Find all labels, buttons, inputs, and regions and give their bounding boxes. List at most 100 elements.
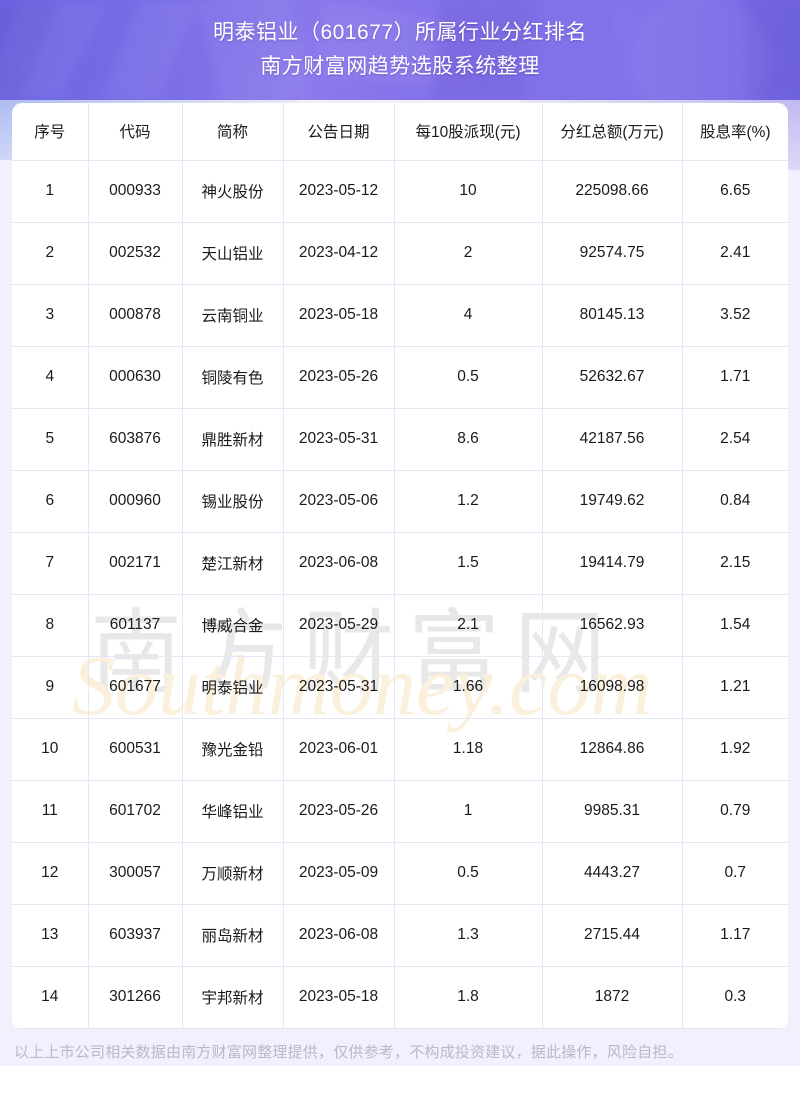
cell-total-dividend: 92574.75 [542, 222, 683, 285]
cell-code: 603937 [88, 904, 183, 967]
column-header-total: 分红总额(万元) [542, 103, 683, 161]
cell-per10-dividend: 4 [394, 284, 543, 347]
cell-dividend-yield: 0.3 [682, 966, 788, 1029]
cell-code: 002532 [88, 222, 183, 285]
cell-per10-dividend: 0.5 [394, 842, 543, 905]
cell-name: 博威合金 [182, 594, 284, 657]
cell-code: 000960 [88, 470, 183, 533]
cell-dividend-yield: 1.71 [682, 346, 788, 409]
cell-dividend-yield: 1.21 [682, 656, 788, 719]
cell-code: 002171 [88, 532, 183, 595]
page-subtitle: 南方财富网趋势选股系统整理 [260, 55, 540, 78]
table-row: 9 601677 明泰铝业 2023-05-31 1.66 16098.98 1.21 [12, 656, 788, 719]
cell-total-dividend: 1872 [542, 966, 683, 1029]
cell-index: 8 [12, 594, 89, 657]
header-banner: 明泰铝业（601677）所属行业分红排名 南方财富网趋势选股系统整理 [0, 0, 800, 100]
cell-dividend-yield: 2.41 [682, 222, 788, 285]
cell-per10-dividend: 1.18 [394, 718, 543, 781]
banner-title-group: 明泰铝业（601677）所属行业分红排名 南方财富网趋势选股系统整理 [0, 0, 800, 100]
cell-name: 天山铝业 [182, 222, 284, 285]
table-row: 1 000933 神火股份 2023-05-12 10 225098.66 6.65 [12, 160, 788, 223]
column-header-yield: 股息率(%) [682, 103, 788, 161]
page-title: 明泰铝业（601677）所属行业分红排名 [212, 21, 588, 44]
cell-total-dividend: 225098.66 [542, 160, 683, 223]
cell-per10-dividend: 1.66 [394, 656, 543, 719]
cell-index: 14 [12, 966, 89, 1029]
cell-dividend-yield: 0.79 [682, 780, 788, 843]
table-row: 11 601702 华峰铝业 2023-05-26 1 9985.31 0.79 [12, 780, 788, 843]
cell-code: 000878 [88, 284, 183, 347]
cell-code: 603876 [88, 408, 183, 471]
cell-total-dividend: 80145.13 [542, 284, 683, 347]
cell-dividend-yield: 1.54 [682, 594, 788, 657]
cell-total-dividend: 2715.44 [542, 904, 683, 967]
cell-name: 丽岛新材 [182, 904, 284, 967]
cell-index: 6 [12, 470, 89, 533]
cell-total-dividend: 19749.62 [542, 470, 683, 533]
cell-dividend-yield: 3.52 [682, 284, 788, 347]
cell-index: 5 [12, 408, 89, 471]
cell-date: 2023-05-18 [283, 966, 395, 1029]
column-header-code: 代码 [88, 103, 183, 161]
cell-date: 2023-04-12 [283, 222, 395, 285]
cell-code: 000630 [88, 346, 183, 409]
cell-date: 2023-05-09 [283, 842, 395, 905]
cell-date: 2023-05-26 [283, 780, 395, 843]
table-row: 3 000878 云南铜业 2023-05-18 4 80145.13 3.52 [12, 284, 788, 347]
cell-name: 云南铜业 [182, 284, 284, 347]
cell-index: 1 [12, 160, 89, 223]
cell-code: 000933 [88, 160, 183, 223]
cell-code: 300057 [88, 842, 183, 905]
table-header: 序号 代码 简称 公告日期 每10股派现(元) 分红总额(万元) 股息率(%) [12, 103, 788, 161]
cell-total-dividend: 19414.79 [542, 532, 683, 595]
column-header-index: 序号 [12, 103, 89, 161]
cell-code: 301266 [88, 966, 183, 1029]
cell-per10-dividend: 1.8 [394, 966, 543, 1029]
cell-dividend-yield: 6.65 [682, 160, 788, 223]
cell-total-dividend: 16562.93 [542, 594, 683, 657]
cell-index: 4 [12, 346, 89, 409]
cell-date: 2023-05-06 [283, 470, 395, 533]
table-row: 6 000960 锡业股份 2023-05-06 1.2 19749.62 0.84 [12, 470, 788, 533]
cell-dividend-yield: 1.17 [682, 904, 788, 967]
cell-index: 3 [12, 284, 89, 347]
cell-dividend-yield: 0.7 [682, 842, 788, 905]
cell-name: 豫光金铅 [182, 718, 284, 781]
table-row: 10 600531 豫光金铅 2023-06-01 1.18 12864.86 1.92 [12, 718, 788, 781]
cell-per10-dividend: 8.6 [394, 408, 543, 471]
table-row: 5 603876 鼎胜新材 2023-05-31 8.6 42187.56 2.54 [12, 408, 788, 471]
disclaimer-text: 以上上市公司相关数据由南方财富网整理提供，仅供参考，不构成投资建议，据此操作，风… [14, 1043, 683, 1061]
cell-name: 锡业股份 [182, 470, 284, 533]
column-header-name: 简称 [182, 103, 284, 161]
cell-total-dividend: 16098.98 [542, 656, 683, 719]
cell-dividend-yield: 0.84 [682, 470, 788, 533]
cell-date: 2023-05-26 [283, 346, 395, 409]
cell-code: 601677 [88, 656, 183, 719]
cell-name: 万顺新材 [182, 842, 284, 905]
cell-index: 7 [12, 532, 89, 595]
cell-code: 601702 [88, 780, 183, 843]
table-row: 14 301266 宇邦新材 2023-05-18 1.8 1872 0.3 [12, 966, 788, 1029]
cell-total-dividend: 4443.27 [542, 842, 683, 905]
table-row: 7 002171 楚江新材 2023-06-08 1.5 19414.79 2.15 [12, 532, 788, 595]
cell-index: 2 [12, 222, 89, 285]
table-row: 4 000630 铜陵有色 2023-05-26 0.5 52632.67 1.71 [12, 346, 788, 409]
cell-per10-dividend: 2.1 [394, 594, 543, 657]
table-row: 13 603937 丽岛新材 2023-06-08 1.3 2715.44 1.17 [12, 904, 788, 967]
cell-index: 9 [12, 656, 89, 719]
cell-per10-dividend: 1.5 [394, 532, 543, 595]
cell-per10-dividend: 2 [394, 222, 543, 285]
dividend-ranking-card: 南方财富网 Southmoney.com 序号 代码 简称 公告日期 每10股派… [12, 103, 788, 1029]
cell-dividend-yield: 1.92 [682, 718, 788, 781]
cell-date: 2023-05-31 [283, 408, 395, 471]
cell-per10-dividend: 10 [394, 160, 543, 223]
cell-name: 明泰铝业 [182, 656, 284, 719]
cell-date: 2023-05-18 [283, 284, 395, 347]
cell-per10-dividend: 1 [394, 780, 543, 843]
cell-name: 宇邦新材 [182, 966, 284, 1029]
column-header-date: 公告日期 [283, 103, 395, 161]
column-header-per10: 每10股派现(元) [394, 103, 543, 161]
cell-index: 12 [12, 842, 89, 905]
cell-name: 楚江新材 [182, 532, 284, 595]
cell-total-dividend: 12864.86 [542, 718, 683, 781]
